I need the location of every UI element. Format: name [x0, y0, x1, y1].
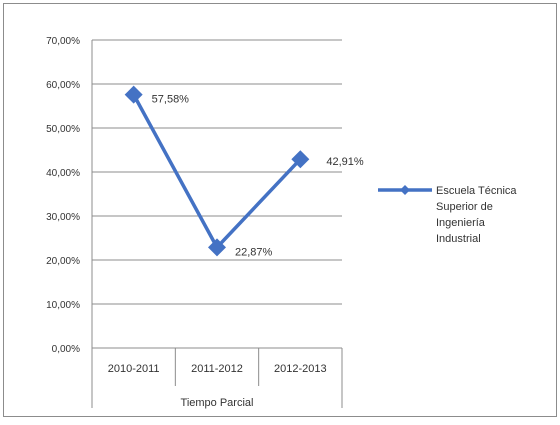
y-tick-label: 50,00%	[46, 124, 80, 135]
data-label: 57,58%	[152, 94, 190, 106]
x-axis-title: Tiempo Parcial	[181, 397, 254, 409]
x-tick-label: 2012-2013	[274, 363, 327, 375]
axes	[91, 40, 343, 408]
gridlines	[92, 39, 342, 305]
legend: Escuela Técnica Superior de Ingeniería Indu…	[378, 185, 517, 245]
legend-label: Escuela Técnica	[436, 185, 517, 197]
y-tick-label: 10,00%	[46, 300, 80, 311]
data-label: 22,87%	[235, 246, 273, 258]
data-point-marker	[124, 85, 143, 104]
data-label: 42,91%	[326, 156, 364, 168]
y-tick-label: 20,00%	[46, 256, 80, 267]
legend-label: Ingeniería	[436, 217, 486, 229]
data-point-marker	[291, 150, 310, 169]
y-tick-label: 0,00%	[52, 344, 80, 355]
x-axis-ticks: 2010-2011 2011-2012 2012-2013	[108, 363, 327, 375]
y-tick-label: 30,00%	[46, 212, 80, 223]
legend-label: Superior de	[436, 201, 493, 213]
y-axis-ticks: 0,00% 10,00% 20,00% 30,00% 40,00% 50,00% 60,00…	[46, 36, 80, 355]
legend-marker	[400, 185, 410, 195]
data-point-marker	[208, 238, 226, 257]
y-tick-label: 40,00%	[46, 168, 80, 179]
x-tick-label: 2011-2012	[191, 363, 243, 375]
x-tick-label: 2010-2011	[108, 363, 160, 375]
series	[124, 85, 310, 257]
data-labels: 57,58% 22,87% 42,91%	[152, 94, 364, 259]
legend-label: Industrial	[436, 233, 481, 245]
y-tick-label: 60,00%	[46, 80, 80, 91]
y-tick-label: 70,00%	[46, 36, 80, 47]
